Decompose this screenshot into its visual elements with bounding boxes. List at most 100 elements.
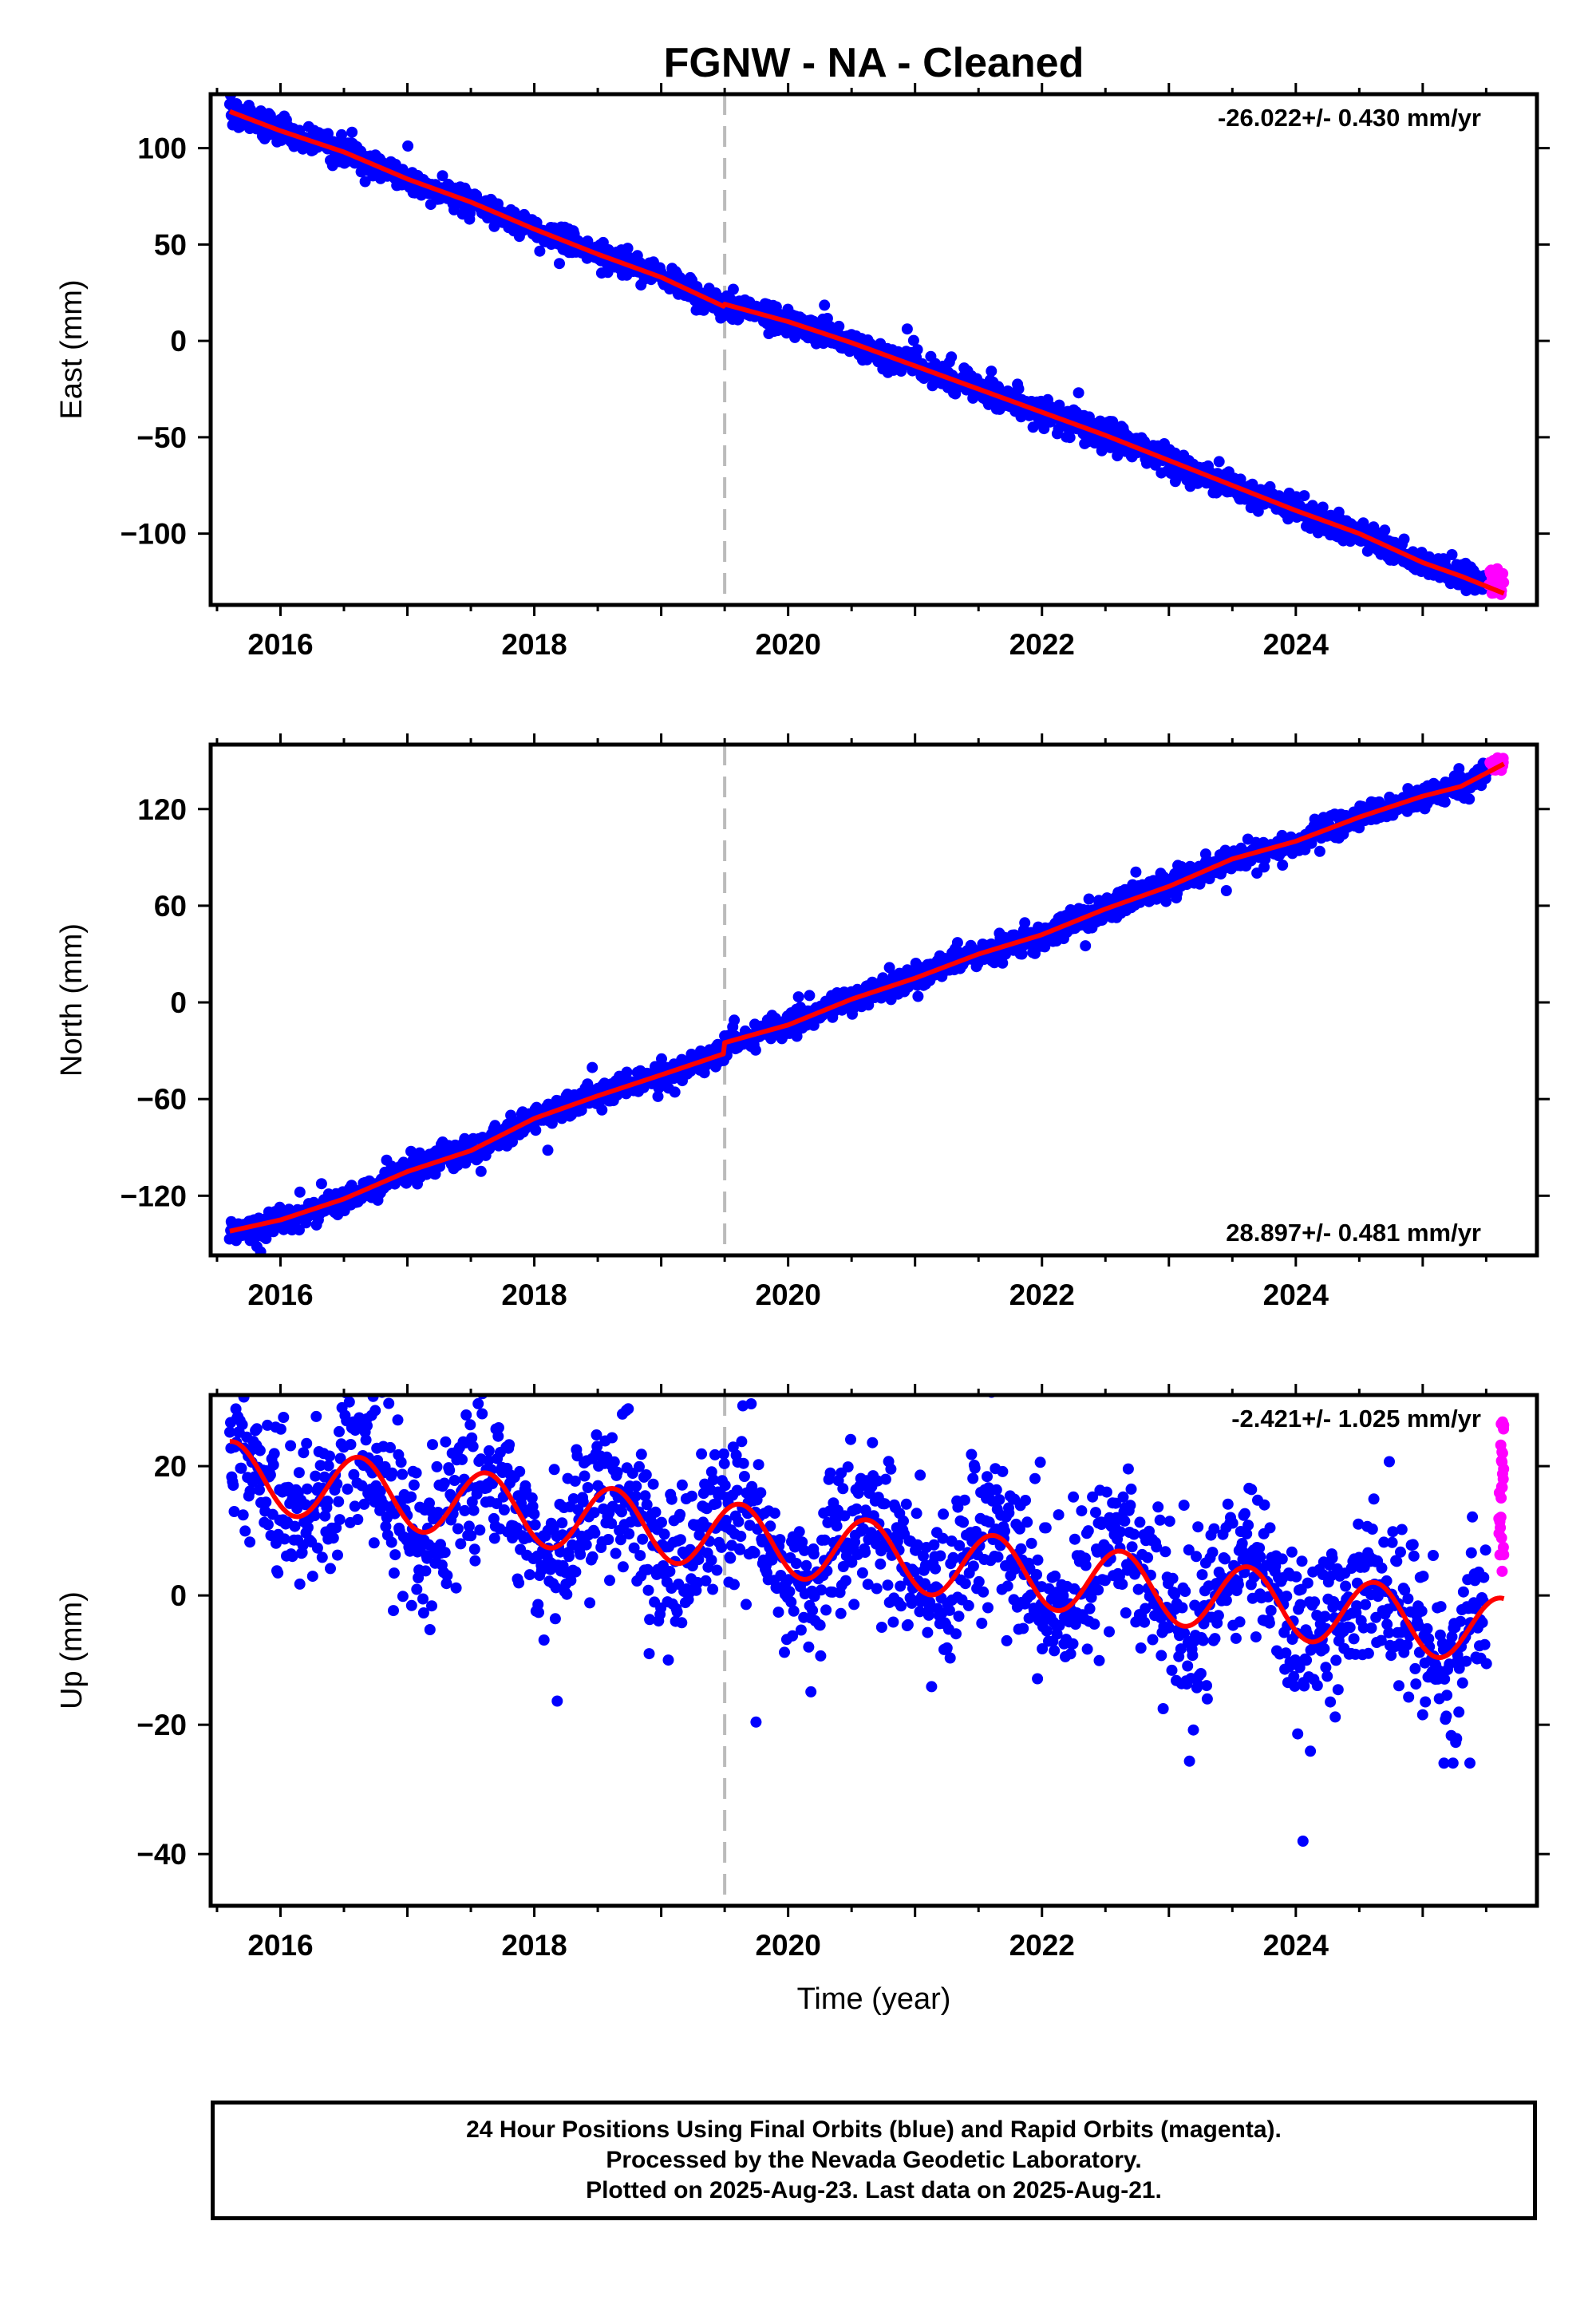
data-point — [360, 1434, 372, 1446]
data-point — [1220, 885, 1232, 896]
data-point — [1120, 1607, 1132, 1618]
data-point — [785, 1596, 797, 1608]
data-point — [943, 1604, 955, 1616]
data-point — [749, 1044, 761, 1056]
data-point — [1099, 1575, 1111, 1587]
data-point — [550, 1582, 562, 1594]
data-point — [294, 1578, 306, 1590]
data-point — [783, 1574, 795, 1586]
data-point — [392, 1414, 404, 1426]
x-tick-label: 2018 — [501, 1279, 567, 1311]
data-point — [966, 1448, 978, 1460]
x-tick-label: 2020 — [755, 628, 820, 661]
data-point — [1201, 1680, 1212, 1692]
data-point — [1163, 1622, 1175, 1634]
data-point — [1096, 1519, 1108, 1530]
data-point — [526, 1492, 538, 1504]
data-point — [791, 1030, 803, 1042]
data-point — [355, 1382, 366, 1393]
data-point — [990, 1484, 1002, 1496]
data-point — [606, 1518, 618, 1529]
data-point — [349, 1500, 361, 1512]
data-point — [1209, 1633, 1221, 1645]
data-point — [1084, 1603, 1096, 1614]
data-point — [816, 1584, 828, 1596]
data-point — [891, 1535, 903, 1547]
data-point — [628, 1542, 640, 1554]
data-point — [455, 1538, 467, 1550]
data-point — [753, 1459, 764, 1471]
data-point — [1037, 1643, 1049, 1654]
data-point — [408, 1479, 420, 1491]
data-point — [1234, 1616, 1246, 1628]
data-point — [642, 1584, 654, 1596]
data-point — [795, 1624, 807, 1636]
data-point — [674, 1534, 686, 1546]
data-point — [352, 1514, 364, 1525]
data-point — [1126, 1541, 1138, 1553]
data-point — [1107, 416, 1119, 428]
data-point — [466, 1432, 478, 1444]
data-point — [669, 1086, 681, 1098]
data-point — [951, 937, 963, 949]
data-point — [570, 1566, 582, 1578]
data-point — [575, 1548, 587, 1560]
data-point — [1254, 1551, 1266, 1563]
data-point — [469, 1555, 481, 1567]
data-point — [696, 1448, 708, 1460]
y-tick-label: 120 — [137, 793, 187, 826]
data-point — [1096, 914, 1108, 926]
data-point — [440, 1436, 452, 1448]
data-point — [556, 1517, 568, 1529]
data-point — [1015, 1543, 1027, 1555]
data-point — [239, 1525, 251, 1537]
data-point — [565, 1575, 577, 1587]
data-point — [737, 1457, 749, 1469]
data-point — [779, 1646, 790, 1658]
data-point — [575, 1105, 587, 1117]
y-tick-label: 50 — [154, 228, 187, 261]
data-point — [639, 1490, 651, 1502]
x-tick-label: 2016 — [247, 1279, 313, 1311]
data-point — [867, 1437, 879, 1448]
data-point — [623, 1528, 635, 1539]
data-point — [1130, 866, 1142, 878]
data-point — [405, 1491, 417, 1503]
data-point — [1032, 1554, 1044, 1566]
data-point — [650, 1506, 662, 1518]
data-point — [334, 1514, 346, 1526]
data-point — [361, 1420, 373, 1432]
data-point — [731, 1484, 743, 1496]
data-point — [244, 1485, 256, 1497]
data-point — [264, 1469, 276, 1481]
rate-annotation: 28.897+/- 0.481 mm/yr — [1226, 1219, 1481, 1247]
data-point — [967, 1472, 979, 1484]
data-point — [1236, 1538, 1248, 1549]
data-point — [1068, 1491, 1080, 1503]
data-point — [1040, 1522, 1052, 1534]
data-point — [735, 1531, 747, 1542]
data-point — [1183, 1755, 1195, 1767]
data-point — [514, 1465, 526, 1477]
data-point — [504, 1439, 516, 1451]
data-point — [856, 1567, 868, 1579]
x-tick-label: 2024 — [1263, 1279, 1329, 1311]
chart-title: FGNW - NA - Cleaned — [664, 40, 1084, 86]
data-point — [914, 1606, 926, 1618]
data-point — [369, 1405, 381, 1417]
data-point — [719, 1480, 731, 1492]
data-point — [1195, 1668, 1207, 1679]
data-point — [1076, 1505, 1088, 1517]
data-point — [1227, 1517, 1238, 1529]
data-point — [635, 1448, 647, 1460]
data-point — [803, 1641, 815, 1653]
data-point — [402, 140, 414, 152]
data-point — [871, 1583, 883, 1595]
data-point — [1081, 1643, 1093, 1655]
data-point — [1192, 1679, 1204, 1691]
data-point — [421, 1552, 433, 1564]
data-point — [478, 1380, 489, 1391]
data-point — [569, 1475, 581, 1487]
data-point — [1207, 1547, 1219, 1559]
